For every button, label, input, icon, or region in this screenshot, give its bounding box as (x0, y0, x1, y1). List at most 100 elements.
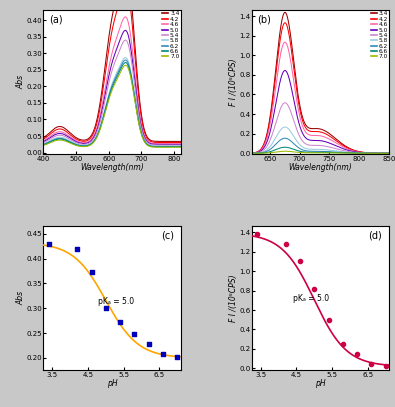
7.0 (178, 145, 183, 150)
6.2 (150, 144, 155, 149)
Line: 7.0: 7.0 (43, 65, 181, 147)
4.6 (329, 138, 334, 143)
5.4 (283, 101, 288, 105)
5.0 (178, 142, 183, 147)
6.6 (368, 151, 372, 156)
5.0 (283, 68, 288, 73)
Line: 5.4: 5.4 (43, 40, 181, 145)
6.6 (55, 137, 60, 142)
5.4 (41, 140, 46, 145)
X-axis label: Wavelength(nm): Wavelength(nm) (80, 163, 144, 172)
Y-axis label: Abs: Abs (16, 75, 25, 89)
5.4 (387, 151, 391, 156)
Line: 5.8: 5.8 (252, 127, 389, 153)
7.0 (333, 151, 338, 155)
7.0 (337, 151, 342, 155)
Line: 3.4: 3.4 (252, 12, 389, 153)
Line: 4.6: 4.6 (43, 17, 181, 144)
5.0 (387, 151, 391, 156)
5.0 (250, 151, 254, 155)
Line: 3.4: 3.4 (43, 0, 181, 141)
4.6 (258, 148, 263, 153)
6.2 (102, 112, 106, 117)
6.2 (387, 151, 391, 156)
5.0 (55, 131, 60, 136)
3.4 (333, 136, 338, 141)
3.4 (148, 138, 153, 143)
Point (282, 241, 289, 247)
4.6 (337, 142, 342, 147)
4.2 (250, 151, 254, 155)
4.2 (354, 149, 359, 153)
5.8 (102, 111, 106, 116)
5.0 (102, 99, 106, 104)
5.8 (96, 128, 101, 133)
4.2 (150, 140, 155, 144)
6.6 (41, 142, 46, 147)
5.8 (282, 125, 287, 129)
5.4 (148, 142, 153, 147)
4.2 (387, 151, 391, 156)
6.6 (283, 145, 288, 150)
7.0 (96, 130, 101, 135)
5.8 (354, 151, 359, 155)
5.0 (135, 103, 140, 107)
Point (382, 363, 389, 370)
Point (117, 319, 123, 326)
5.8 (150, 143, 155, 148)
5.4 (329, 145, 334, 150)
Point (46, 241, 52, 247)
5.8 (55, 135, 60, 140)
6.2 (148, 143, 153, 148)
7.0 (368, 151, 372, 156)
6.6 (150, 144, 155, 149)
7.0 (55, 138, 60, 143)
4.2 (135, 85, 140, 90)
5.8 (368, 151, 372, 155)
4.6 (102, 93, 106, 98)
Line: 5.8: 5.8 (43, 58, 181, 146)
3.4 (250, 151, 254, 155)
5.4 (123, 37, 128, 42)
5.0 (96, 121, 101, 126)
5.8 (148, 143, 153, 148)
7.0 (123, 63, 128, 68)
5.0 (337, 145, 342, 150)
Text: (d): (d) (369, 231, 382, 241)
7.0 (283, 149, 288, 154)
4.6 (354, 149, 359, 154)
5.0 (148, 141, 153, 146)
3.4 (368, 151, 372, 155)
Y-axis label: Abs: Abs (16, 291, 25, 305)
Point (103, 305, 109, 311)
4.2 (368, 151, 372, 155)
4.6 (387, 151, 391, 156)
4.6 (150, 141, 155, 146)
6.6 (123, 60, 128, 65)
4.6 (283, 40, 288, 45)
Line: 6.2: 6.2 (43, 60, 181, 147)
3.4 (337, 139, 342, 144)
6.6 (148, 144, 153, 149)
3.4 (354, 149, 359, 153)
7.0 (250, 151, 254, 156)
5.4 (258, 150, 263, 155)
4.2 (41, 137, 46, 142)
5.8 (329, 148, 334, 153)
7.0 (135, 116, 140, 121)
6.6 (102, 114, 106, 118)
5.4 (102, 103, 106, 108)
Text: (b): (b) (258, 15, 271, 24)
4.2 (102, 81, 106, 86)
6.6 (329, 150, 334, 155)
4.6 (96, 118, 101, 123)
Line: 4.2: 4.2 (252, 23, 389, 153)
6.6 (258, 151, 263, 155)
Point (254, 231, 260, 237)
3.4 (258, 147, 263, 152)
6.2 (337, 150, 342, 155)
Point (311, 285, 318, 292)
5.4 (96, 124, 101, 129)
Text: pKₐ = 5.0: pKₐ = 5.0 (98, 297, 134, 306)
Legend: 3.4, 4.2, 4.6, 5.0, 5.4, 5.8, 6.2, 6.6, 7.0: 3.4, 4.2, 4.6, 5.0, 5.4, 5.8, 6.2, 6.6, … (371, 11, 389, 60)
